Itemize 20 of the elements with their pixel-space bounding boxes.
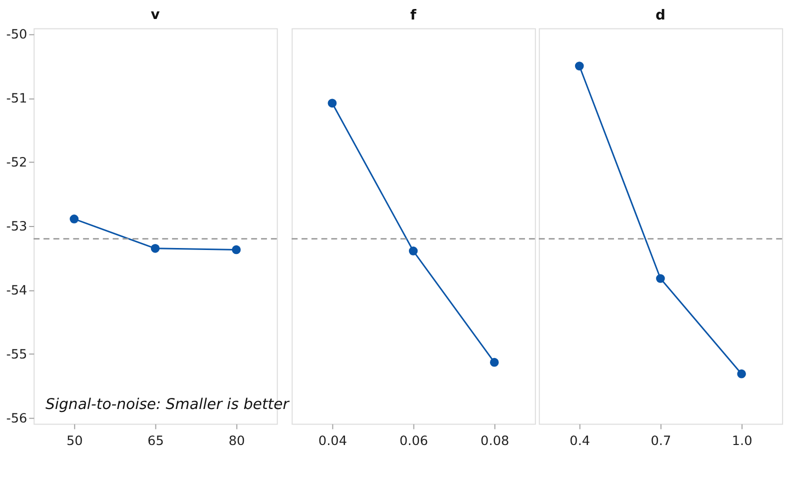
x-tick-label: 0.7 — [650, 434, 672, 450]
x-tick-label: 65 — [148, 434, 164, 450]
x-tick-label: 0.08 — [480, 434, 510, 450]
x-tick-label: 0.4 — [570, 434, 590, 450]
x-tick-label: 80 — [228, 434, 245, 450]
chart-title: f — [410, 7, 418, 24]
x-tick-label: 50 — [66, 434, 83, 450]
x-tick-label: 0.06 — [399, 434, 428, 450]
y-tick-label: -53 — [6, 219, 28, 234]
x-tick-label: 0.04 — [318, 434, 348, 450]
y-tick-label: -50 — [6, 27, 28, 42]
y-tick-label: -55 — [6, 347, 28, 362]
y-tick-label: -52 — [6, 155, 28, 170]
chart-title: v — [150, 7, 160, 24]
annotation: Signal-to-noise: Smaller is better — [45, 396, 290, 413]
y-tick-label: -56 — [6, 411, 28, 426]
chart-title: d — [656, 7, 666, 24]
y-tick-label: -51 — [6, 91, 28, 106]
x-tick-label: 1.0 — [732, 434, 752, 450]
y-tick-label: -54 — [6, 283, 28, 298]
